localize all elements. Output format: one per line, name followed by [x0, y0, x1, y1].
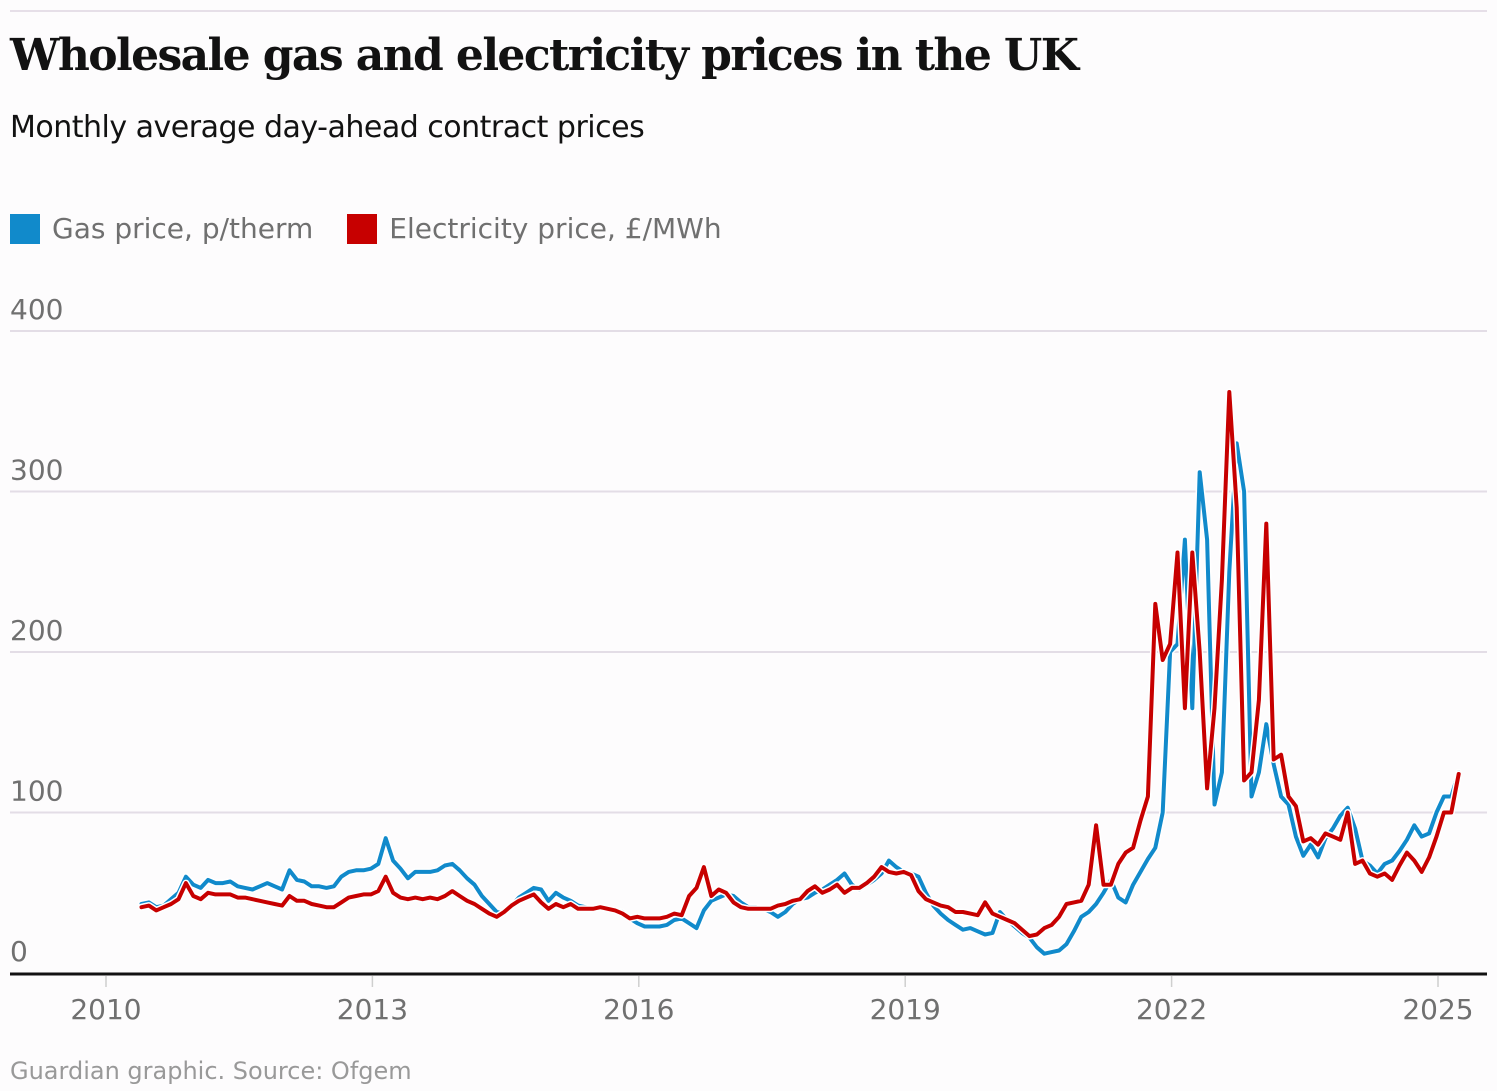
y-tick-label: 400	[10, 293, 63, 326]
legend: Gas price, p/therm Electricity price, £/…	[10, 212, 756, 245]
legend-label-electricity: Electricity price, £/MWh	[389, 212, 722, 245]
y-axis-labels: 0 100 200 300 400	[10, 293, 63, 968]
legend-item-gas: Gas price, p/therm	[10, 212, 313, 245]
y-tick-label: 100	[10, 775, 63, 808]
x-tick-label: 2016	[603, 993, 674, 1026]
legend-swatch-gas	[10, 213, 40, 244]
series-lines	[138, 388, 1463, 958]
x-tick-label: 2010	[70, 993, 141, 1026]
x-tick-label: 2022	[1136, 993, 1207, 1026]
y-tick-label: 300	[10, 454, 63, 487]
y-tick-label: 200	[10, 614, 63, 647]
chart-subtitle: Monthly average day-ahead contract price…	[10, 110, 645, 145]
legend-swatch-electricity	[347, 213, 378, 244]
electricity-price-line	[139, 390, 1461, 939]
x-tick-label: 2025	[1402, 993, 1473, 1026]
legend-item-electricity: Electricity price, £/MWh	[347, 212, 722, 245]
x-axis: 2010 2013 2016 2019 2022 2025	[10, 972, 1487, 1026]
legend-label-gas: Gas price, p/therm	[52, 212, 314, 245]
chart-title: Wholesale gas and electricity prices in …	[10, 30, 1079, 81]
top-rule	[10, 10, 1487, 12]
x-tick-label: 2013	[337, 993, 408, 1026]
y-tick-label: 0	[10, 935, 28, 968]
x-tick-label: 2019	[870, 993, 941, 1026]
source-note: Guardian graphic. Source: Ofgem	[10, 1057, 412, 1085]
